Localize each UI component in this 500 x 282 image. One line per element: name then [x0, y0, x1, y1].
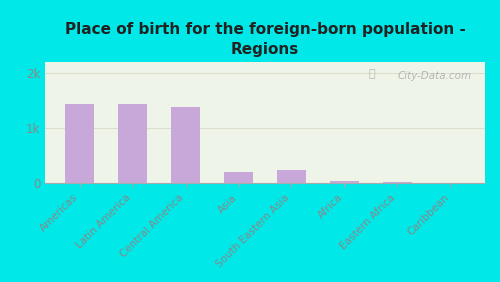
Bar: [171, 107, 200, 183]
Bar: [118, 104, 147, 183]
Bar: [224, 172, 253, 183]
Bar: [277, 170, 306, 183]
Bar: [330, 181, 359, 183]
Bar: [383, 182, 412, 183]
Text: ⓘ: ⓘ: [368, 69, 375, 79]
Text: City-Data.com: City-Data.com: [398, 70, 472, 81]
Bar: [65, 104, 94, 183]
Title: Place of birth for the foreign-born population -
Regions: Place of birth for the foreign-born popu…: [64, 22, 466, 57]
